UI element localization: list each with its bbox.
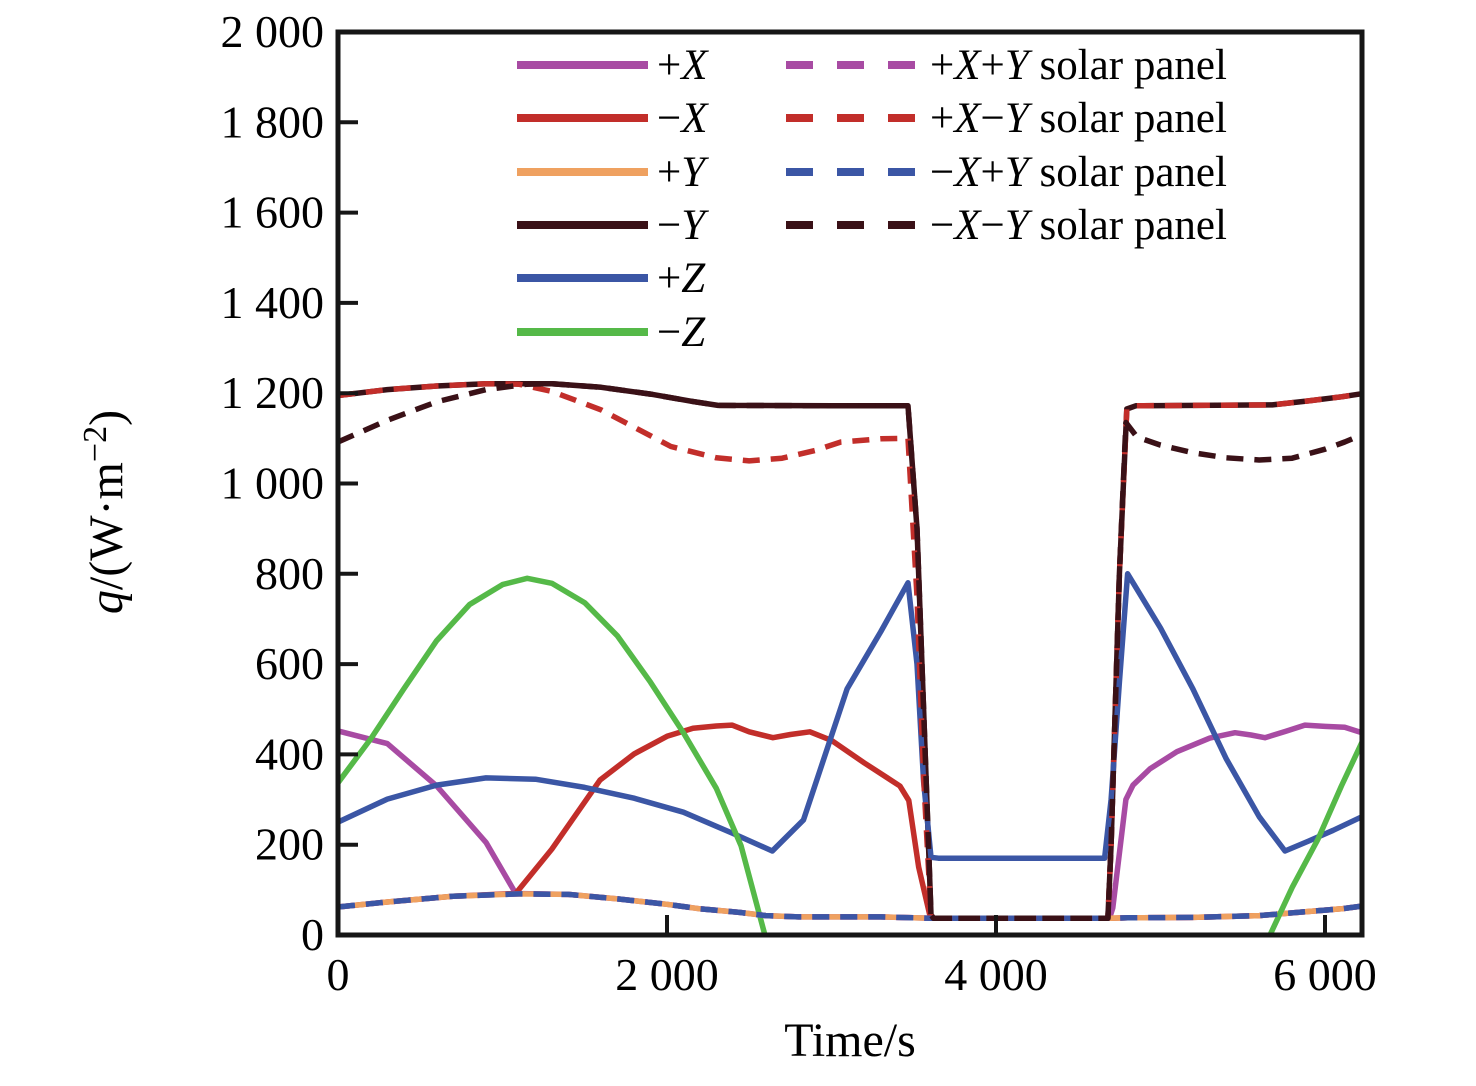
x-tick-label: 4 000 — [944, 949, 1048, 1000]
y-tick-label: 800 — [255, 548, 324, 599]
legend-label-px-py-panel: +X+Y solar panel — [930, 42, 1227, 89]
legend-label-minus-x: −X — [657, 95, 709, 142]
series-minus-z — [1267, 741, 1365, 937]
y-tick-label: 1 200 — [221, 367, 325, 418]
y-tick-label: 400 — [255, 728, 324, 779]
series-mx-py-panel — [337, 891, 1363, 922]
x-tick-label: 2 000 — [615, 949, 719, 1000]
y-tick-label: 0 — [301, 909, 324, 960]
legend-label-mx-my-panel: −X−Y solar panel — [930, 202, 1227, 249]
legend-label-minus-y: −Y — [657, 202, 709, 249]
x-axis-title: Time/s — [784, 1014, 916, 1067]
y-tick-label: 600 — [255, 638, 324, 689]
y-tick-label: 200 — [255, 819, 324, 870]
series-mx-my-panel — [336, 380, 1364, 922]
y-tick-label: 1 400 — [221, 277, 325, 328]
x-tick-label: 0 — [327, 949, 350, 1000]
y-tick-label: 1 800 — [221, 96, 325, 147]
legend-label-plus-x: +X — [657, 42, 709, 89]
series-minus-z — [335, 575, 768, 936]
legend-label-plus-z: +Z — [657, 255, 706, 302]
legend-label-minus-z: −Z — [657, 309, 706, 356]
legend-label-mx-py-panel: −X+Y solar panel — [930, 149, 1227, 196]
x-tick-label: 6 000 — [1273, 949, 1377, 1000]
legend-label-px-my-panel: +X−Y solar panel — [930, 95, 1227, 142]
y-tick-label: 2 000 — [221, 6, 325, 57]
y-tick-label: 1 600 — [221, 187, 325, 238]
y-tick-label: 1 000 — [221, 458, 325, 509]
legend-label-plus-y: +Y — [657, 149, 709, 196]
y-axis-title: q/(W·m−2) — [77, 410, 133, 614]
series-px-my-panel — [337, 380, 1363, 922]
